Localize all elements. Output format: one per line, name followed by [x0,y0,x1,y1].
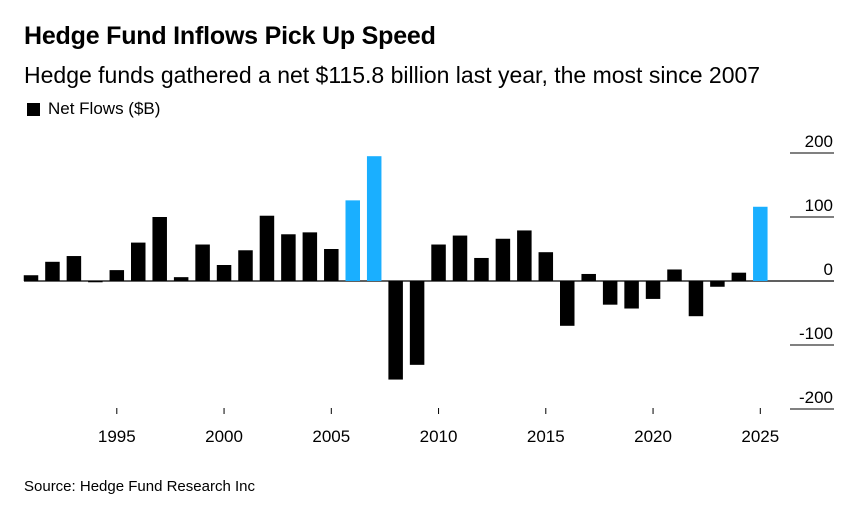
bar-2019 [624,281,639,309]
legend-swatch [27,102,40,116]
x-tick-label: 2015 [527,427,565,446]
y-tick-label: -100 [799,324,833,343]
bar-2008 [388,281,403,380]
bar-2006 [345,200,360,281]
bar-2001 [238,250,253,281]
chart-title: Hedge Fund Inflows Pick Up Speed [24,22,436,50]
bar-2015 [538,252,554,281]
bar-2021 [667,269,682,281]
x-tick-label: 2025 [741,427,779,446]
x-tick-label: 1995 [98,427,136,446]
bar-1999 [195,244,210,281]
bar-2023 [710,281,725,287]
bar-1997 [152,217,167,281]
bar-2016 [560,281,575,326]
chart-subtitle: Hedge funds gathered a net $115.8 billio… [24,62,761,88]
bar-1991 [23,275,39,281]
x-tick-label: 2000 [205,427,243,446]
bar-2007 [366,156,382,281]
y-tick-label: 0 [824,260,833,279]
bar-1992 [45,261,60,281]
x-tick-label: 2010 [420,427,458,446]
bar-2024 [731,272,747,281]
x-tick-label: 2005 [312,427,350,446]
bar-2011 [452,235,468,281]
bar-1996 [131,242,146,281]
bar-1995 [109,270,125,281]
bar-2014 [517,230,532,281]
x-tick-label: 2020 [634,427,672,446]
bar-2000 [216,265,232,281]
bar-2004 [302,232,318,281]
bar-2020 [645,281,661,299]
legend: Net Flows ($B) [27,99,160,119]
source-note: Source: Hedge Fund Research Inc [24,478,255,495]
x-axis-ticks: 1995 2000 2005 2010 2015 2020 2025 [98,408,779,446]
bar-2022 [688,281,704,317]
bar-1994 [88,281,103,283]
bar-1993 [66,256,82,281]
bar-2025 [753,206,768,281]
bar-2017 [581,273,596,281]
y-tick-label: 100 [805,196,833,215]
bar-2012 [474,257,489,281]
bar-2010 [431,244,446,281]
bar-2003 [281,234,296,281]
y-tick-label: -200 [799,388,833,407]
bar-2018 [602,281,618,305]
bar-1998 [173,277,189,281]
bar-2002 [259,215,275,281]
bar-2005 [324,249,339,281]
bars [23,156,768,380]
bar-2013 [495,238,511,281]
y-axis-ticks: 200 100 0 -100 -200 [799,132,833,407]
legend-label: Net Flows ($B) [48,99,161,118]
y-tick-label: 200 [805,132,833,151]
bar-2009 [409,281,425,365]
